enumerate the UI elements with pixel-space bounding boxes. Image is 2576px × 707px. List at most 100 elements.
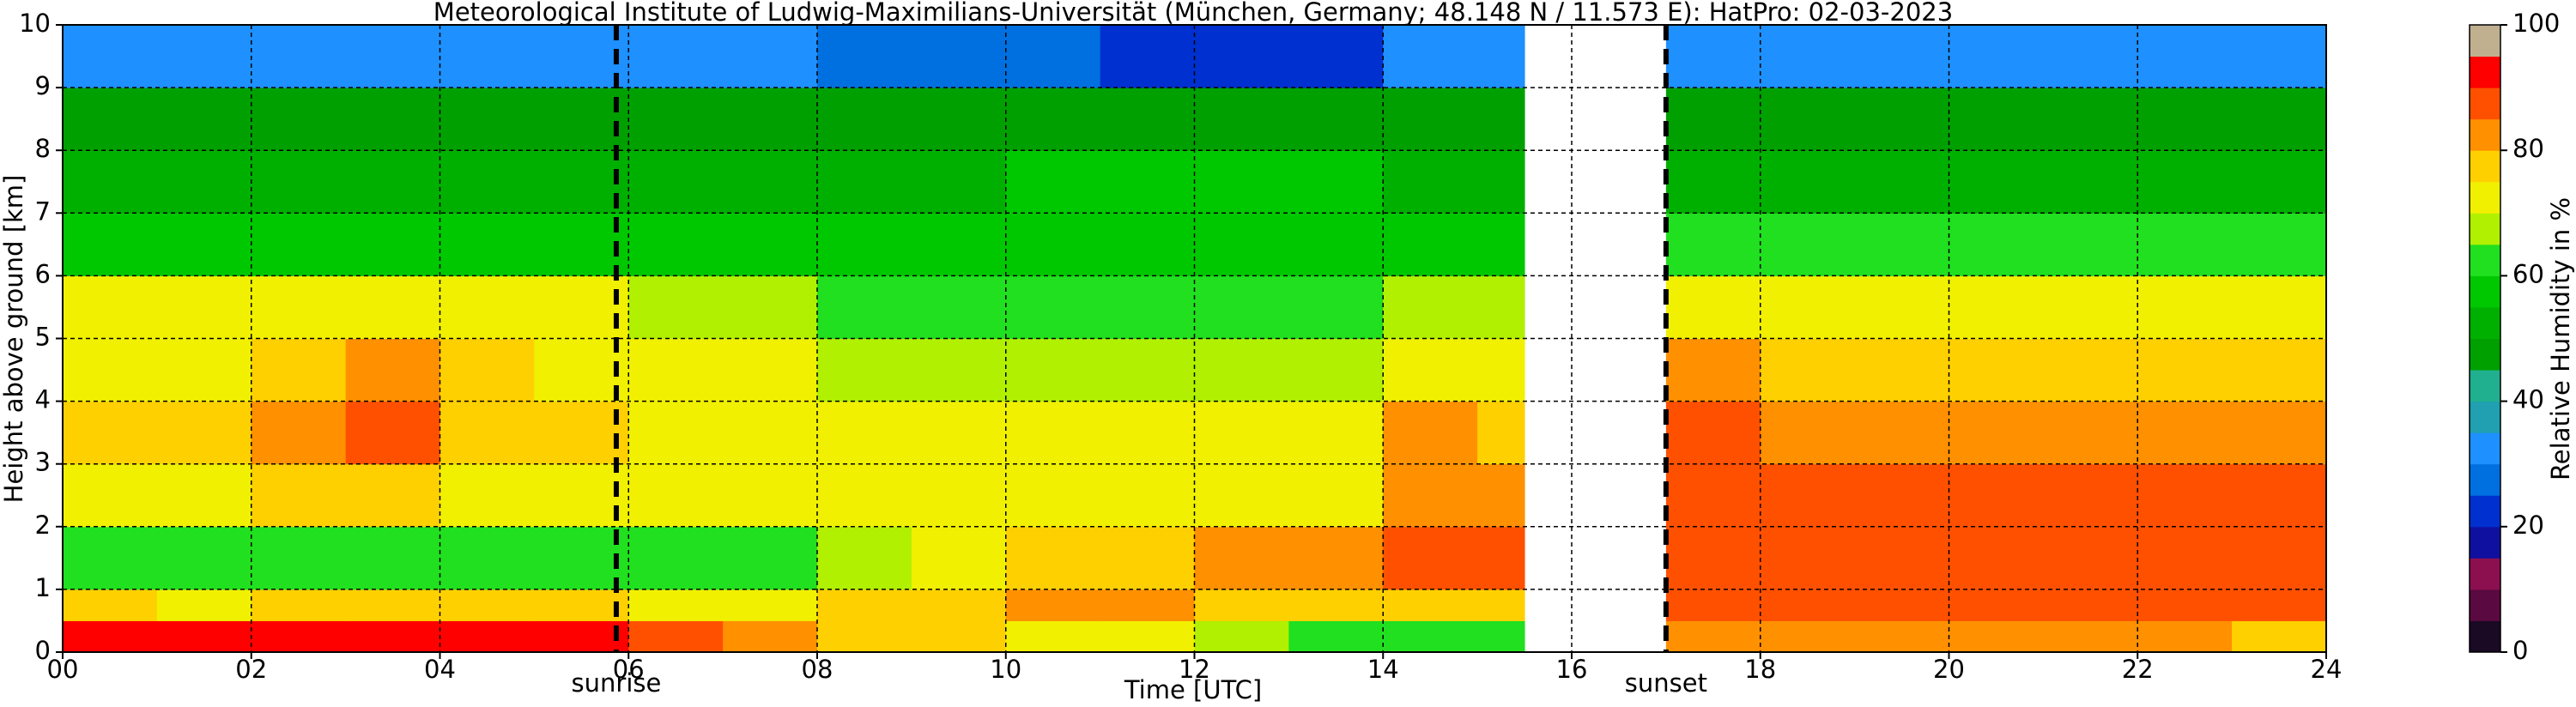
- heatmap-cell: [1760, 213, 1856, 276]
- heatmap-cell: [1383, 589, 1478, 621]
- heatmap-cell: [251, 526, 347, 590]
- heatmap-cell: [439, 401, 535, 465]
- heatmap-cell: [1194, 88, 1289, 151]
- colorbar-segment: [2470, 463, 2500, 496]
- heatmap-cell: [1383, 88, 1478, 151]
- x-tick-label: 06: [613, 655, 645, 684]
- heatmap-cell: [817, 150, 912, 214]
- heatmap-cell: [63, 401, 158, 465]
- colorbar-segment: [2470, 370, 2500, 402]
- heatmap-cell: [1288, 526, 1384, 590]
- heatmap-cell: [628, 275, 724, 339]
- heatmap-cell: [1854, 338, 1949, 402]
- heatmap-cell: [2232, 25, 2327, 88]
- heatmap-cell: [1949, 338, 2044, 402]
- heatmap-cell: [1477, 620, 1525, 653]
- x-tick-label: 02: [235, 655, 267, 684]
- heatmap-cell: [2043, 338, 2138, 402]
- heatmap-cell: [1477, 213, 1525, 276]
- heatmap-cell: [1194, 401, 1289, 465]
- heatmap-cell: [345, 401, 440, 465]
- heatmap-cell: [1100, 620, 1195, 653]
- colorbar-segment: [2470, 432, 2500, 465]
- heatmap-cell: [2232, 213, 2327, 276]
- heatmap-cell: [1854, 589, 1949, 621]
- heatmap-cell: [534, 526, 629, 590]
- heatmap-cell: [156, 463, 252, 528]
- colorbar-segment: [2470, 338, 2500, 371]
- heatmap-cell: [63, 338, 158, 402]
- chart-title: Meteorological Institute of Ludwig-Maxim…: [433, 0, 1953, 27]
- heatmap-cell: [2137, 526, 2233, 590]
- heatmap-cell: [63, 589, 158, 621]
- colorbar-segment: [2470, 118, 2500, 151]
- heatmap-cell: [723, 150, 818, 214]
- heatmap-cell: [251, 150, 347, 214]
- heatmap-cell: [534, 463, 629, 528]
- heatmap-cell: [1100, 401, 1195, 465]
- heatmap-cell: [1854, 213, 1949, 276]
- heatmap-cell: [628, 526, 724, 590]
- colorbar-tick-label: 20: [2512, 511, 2544, 540]
- heatmap-cell: [723, 526, 818, 590]
- heatmap-cell: [439, 213, 535, 276]
- heatmap-cell: [2137, 88, 2233, 151]
- heatmap-cell: [2232, 463, 2327, 528]
- heatmap-cell: [1760, 526, 1856, 590]
- heatmap-cell: [628, 150, 724, 214]
- colorbar-segment: [2470, 589, 2500, 621]
- heatmap-cell: [345, 620, 440, 653]
- heatmap-cell: [723, 463, 818, 528]
- heatmap-cell: [439, 338, 535, 402]
- heatmap-cell: [156, 526, 252, 590]
- heatmap-cell: [2043, 150, 2138, 214]
- heatmap-cell: [2043, 213, 2138, 276]
- colorbar-segment: [2470, 306, 2500, 339]
- heatmap-cell: [1005, 25, 1101, 88]
- x-axis-label: Time [UTC]: [1124, 675, 1262, 704]
- heatmap-cell: [2137, 589, 2233, 621]
- heatmap-cell: [1949, 620, 2044, 653]
- x-tick-label: 24: [2311, 655, 2343, 684]
- heatmap-cell: [2043, 275, 2138, 339]
- heatmap-cell: [628, 620, 724, 653]
- heatmap-cell: [1477, 463, 1525, 528]
- heatmap-cell: [1477, 589, 1525, 621]
- heatmap-cell: [2043, 463, 2138, 528]
- heatmap-cell: [723, 589, 818, 621]
- heatmap-cell: [817, 589, 912, 621]
- colorbar-tick-label: 0: [2512, 636, 2528, 665]
- heatmap-cell: [2043, 526, 2138, 590]
- x-tick-label: 20: [1933, 655, 1965, 684]
- heatmap-cell: [911, 589, 1007, 621]
- heatmap-cell: [63, 275, 158, 339]
- heatmap-cell: [1949, 25, 2044, 88]
- heatmap-cell: [251, 589, 347, 621]
- colorbar-segment: [2470, 401, 2500, 433]
- heatmap-cell: [628, 589, 724, 621]
- heatmap-cell: [1854, 401, 1949, 465]
- heatmap-cell: [1100, 275, 1195, 339]
- x-tick-label: 00: [47, 655, 79, 684]
- heatmap-cell: [1949, 275, 2044, 339]
- heatmap-cell: [1194, 275, 1289, 339]
- heatmap-cell: [911, 620, 1007, 653]
- heatmap-cell: [1665, 620, 1761, 653]
- heatmap-cell: [345, 338, 440, 402]
- heatmap-cell: [345, 526, 440, 590]
- colorbar-tick-label: 40: [2512, 385, 2544, 414]
- heatmap-cell: [2232, 526, 2327, 590]
- heatmap-cell: [628, 213, 724, 276]
- heatmap-cell: [1288, 589, 1384, 621]
- heatmap-cell: [534, 150, 629, 214]
- heatmap-cell: [1949, 589, 2044, 621]
- heatmap-cell: [1288, 338, 1384, 402]
- heatmap-cell: [817, 88, 912, 151]
- heatmap-cell: [1854, 275, 1949, 339]
- heatmap-cell: [911, 275, 1007, 339]
- heatmap-cell: [1288, 88, 1384, 151]
- heatmap-cell: [1100, 589, 1195, 621]
- heatmap-cell: [63, 25, 158, 88]
- heatmap-cell: [1760, 620, 1856, 653]
- colorbar-segment: [2470, 56, 2500, 88]
